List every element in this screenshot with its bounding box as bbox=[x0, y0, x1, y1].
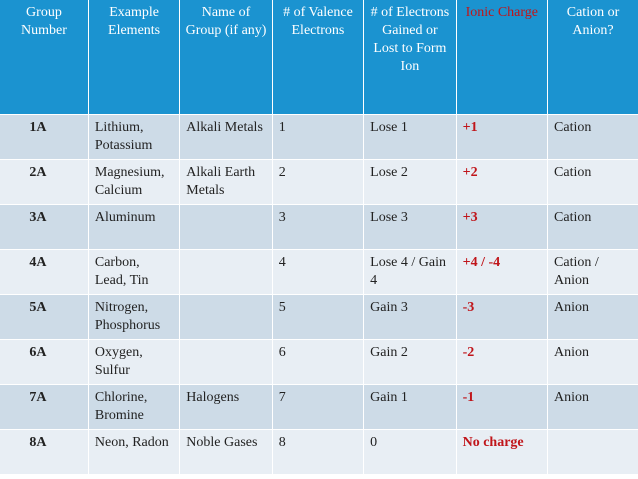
cation-anion-cell: Anion bbox=[547, 294, 638, 339]
example-elements-cell: Aluminum bbox=[88, 204, 181, 249]
valence-electrons-cell: 3 bbox=[272, 204, 365, 249]
ionic-charge-cell: -1 bbox=[456, 384, 549, 429]
header-example-elements: Example Elements bbox=[88, 0, 181, 114]
header-electrons-gained-lost: # of Electrons Gained or Lost to Form Io… bbox=[363, 0, 457, 114]
header-group-number: Group Number bbox=[0, 0, 89, 114]
example-elements-cell: Nitrogen, Phosphorus bbox=[88, 294, 181, 339]
header-ionic-charge: Ionic Charge bbox=[456, 0, 549, 114]
cation-anion-cell: Cation / Anion bbox=[547, 249, 638, 294]
group-number-cell: 3A bbox=[0, 204, 89, 249]
header-cation-anion: Cation or Anion? bbox=[547, 0, 638, 114]
cation-anion-cell bbox=[547, 429, 638, 474]
electrons-gained-lost-cell: Lose 3 bbox=[363, 204, 457, 249]
example-elements-cell: Lithium, Potassium bbox=[88, 114, 181, 159]
valence-electrons-cell: 6 bbox=[272, 339, 365, 384]
table-row: 4A Carbon, Lead, Tin 4 Lose 4 / Gain 4 +… bbox=[0, 249, 638, 294]
group-name-cell: Alkali Metals bbox=[179, 114, 273, 159]
group-number-cell: 5A bbox=[0, 294, 89, 339]
ionic-charge-cell: No charge bbox=[456, 429, 549, 474]
electrons-gained-lost-cell: Gain 2 bbox=[363, 339, 457, 384]
ionic-charge-cell: +1 bbox=[456, 114, 549, 159]
cation-anion-cell: Anion bbox=[547, 339, 638, 384]
table-row: 2A Magnesium, Calcium Alkali Earth Metal… bbox=[0, 159, 638, 204]
example-elements-cell: Magnesium, Calcium bbox=[88, 159, 181, 204]
group-name-cell: Noble Gases bbox=[179, 429, 273, 474]
ionic-charge-cell: +2 bbox=[456, 159, 549, 204]
example-elements-cell: Carbon, Lead, Tin bbox=[88, 249, 181, 294]
ionic-charge-cell: +4 / -4 bbox=[456, 249, 549, 294]
example-elements-cell: Neon, Radon bbox=[88, 429, 181, 474]
example-elements-cell: Chlorine, Bromine bbox=[88, 384, 181, 429]
electrons-gained-lost-cell: Lose 4 / Gain 4 bbox=[363, 249, 457, 294]
group-name-cell bbox=[179, 249, 273, 294]
electrons-gained-lost-cell: Gain 1 bbox=[363, 384, 457, 429]
cation-anion-cell: Cation bbox=[547, 204, 638, 249]
cation-anion-cell: Anion bbox=[547, 384, 638, 429]
valence-electrons-cell: 8 bbox=[272, 429, 365, 474]
group-number-cell: 4A bbox=[0, 249, 89, 294]
table-row: 5A Nitrogen, Phosphorus 5 Gain 3 -3 Anio… bbox=[0, 294, 638, 339]
group-number-cell: 7A bbox=[0, 384, 89, 429]
cation-anion-cell: Cation bbox=[547, 114, 638, 159]
example-elements-cell: Oxygen, Sulfur bbox=[88, 339, 181, 384]
valence-electrons-cell: 4 bbox=[272, 249, 365, 294]
ionic-charge-cell: -3 bbox=[456, 294, 549, 339]
ionic-charge-cell: -2 bbox=[456, 339, 549, 384]
group-name-cell: Halogens bbox=[179, 384, 273, 429]
table-row: 1A Lithium, Potassium Alkali Metals 1 Lo… bbox=[0, 114, 638, 159]
group-number-cell: 1A bbox=[0, 114, 89, 159]
valence-electrons-cell: 1 bbox=[272, 114, 365, 159]
ionic-charge-cell: +3 bbox=[456, 204, 549, 249]
group-number-cell: 6A bbox=[0, 339, 89, 384]
valence-electrons-cell: 7 bbox=[272, 384, 365, 429]
valence-electrons-cell: 2 bbox=[272, 159, 365, 204]
valence-electrons-cell: 5 bbox=[272, 294, 365, 339]
electrons-gained-lost-cell: Gain 3 bbox=[363, 294, 457, 339]
group-name-cell bbox=[179, 204, 273, 249]
table-row: 3A Aluminum 3 Lose 3 +3 Cation bbox=[0, 204, 638, 249]
table-row: 7A Chlorine, Bromine Halogens 7 Gain 1 -… bbox=[0, 384, 638, 429]
electrons-gained-lost-cell: Lose 1 bbox=[363, 114, 457, 159]
cation-anion-cell: Cation bbox=[547, 159, 638, 204]
table-row: 8A Neon, Radon Noble Gases 8 0 No charge bbox=[0, 429, 638, 474]
table-row: 6A Oxygen, Sulfur 6 Gain 2 -2 Anion bbox=[0, 339, 638, 384]
group-number-cell: 2A bbox=[0, 159, 89, 204]
group-name-cell bbox=[179, 294, 273, 339]
group-number-cell: 8A bbox=[0, 429, 89, 474]
electrons-gained-lost-cell: Lose 2 bbox=[363, 159, 457, 204]
group-name-cell bbox=[179, 339, 273, 384]
header-group-name: Name of Group (if any) bbox=[179, 0, 273, 114]
electrons-gained-lost-cell: 0 bbox=[363, 429, 457, 474]
group-name-cell: Alkali Earth Metals bbox=[179, 159, 273, 204]
header-row: Group Number Example Elements Name of Gr… bbox=[0, 0, 638, 114]
header-valence-electrons: # of Valence Electrons bbox=[272, 0, 365, 114]
